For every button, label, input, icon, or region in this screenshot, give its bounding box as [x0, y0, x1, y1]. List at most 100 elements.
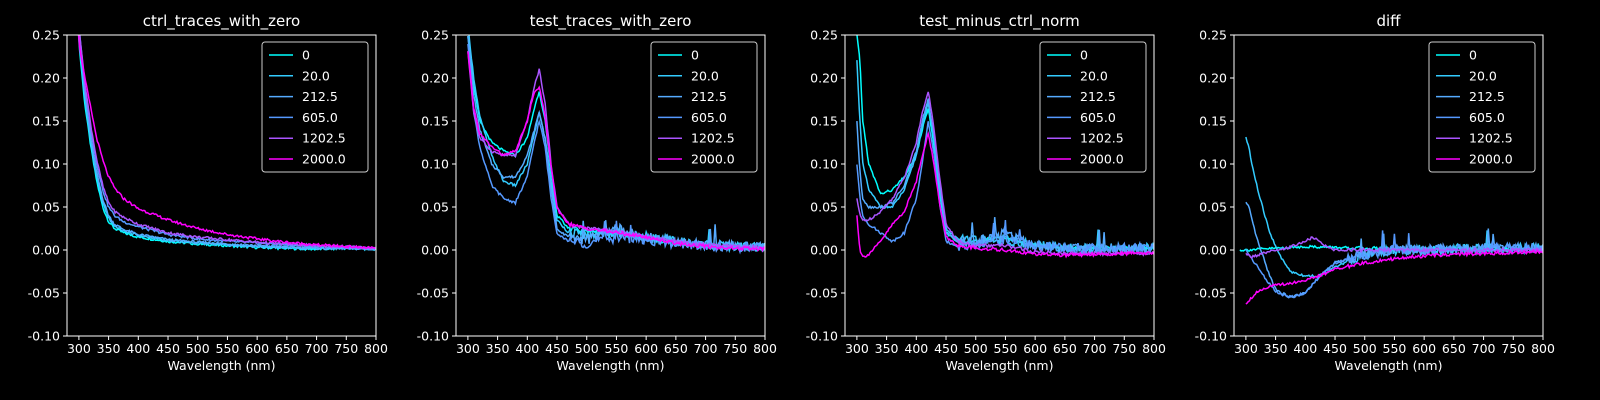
legend-label: 2000.0: [691, 152, 735, 167]
x-axis-label: Wavelength (nm): [946, 358, 1054, 373]
y-tick-label: 0.10: [1199, 157, 1227, 172]
y-tick-label: 0.15: [421, 114, 449, 129]
y-tick-label: -0.05: [806, 286, 838, 301]
legend-label: 2000.0: [302, 152, 346, 167]
series-group: [77, 35, 376, 252]
legend-label: 20.0: [1469, 68, 1497, 83]
x-tick-label: 650: [275, 341, 299, 356]
legend-label: 1202.5: [691, 131, 735, 146]
y-tick-label: 0.25: [1199, 28, 1227, 43]
x-tick-label: 800: [364, 341, 388, 356]
series-line-605.0: [856, 121, 1154, 257]
legend-label: 212.5: [1080, 89, 1116, 104]
x-tick-label: 500: [964, 341, 988, 356]
legend-label: 0: [691, 48, 699, 63]
y-tick-label: -0.10: [806, 329, 838, 344]
x-tick-label: 800: [1142, 341, 1166, 356]
legend-box: [1039, 41, 1147, 173]
legend-label: 605.0: [1469, 110, 1505, 125]
legend-label: 1202.5: [1469, 131, 1513, 146]
legend-label: 0: [302, 48, 310, 63]
x-axis-label: Wavelength (nm): [1335, 358, 1443, 373]
x-tick-label: 450: [156, 341, 180, 356]
y-tick-label: 0.15: [32, 114, 60, 129]
chart-panel-1: 300 350 400 450 500 550 600 650 700 750 800 -0.10 -0…: [28, 12, 388, 373]
x-tick-label: 400: [1293, 341, 1317, 356]
chart-title: test_minus_ctrl_norm: [919, 12, 1080, 31]
series-line-2000.0: [467, 51, 765, 253]
y-tick-label: 0.00: [421, 243, 449, 258]
chart-title: test_traces_with_zero: [530, 12, 692, 31]
y-tick-label: 0.25: [810, 28, 838, 43]
x-tick-label: 500: [1353, 341, 1377, 356]
series-line-212.5: [1245, 201, 1543, 299]
x-tick-label: 350: [1264, 341, 1288, 356]
plot-frame: [455, 34, 766, 337]
x-tick-label: 600: [1412, 341, 1436, 356]
series-group: [856, 35, 1154, 259]
legend-box: [650, 41, 758, 173]
x-tick-label: 350: [97, 341, 121, 356]
y-tick-label: -0.05: [28, 286, 60, 301]
plot-frame: [66, 34, 377, 337]
y-tick-label: 0.20: [810, 71, 838, 86]
x-tick-label: 750: [1112, 341, 1136, 356]
legend-label: 605.0: [302, 110, 338, 125]
y-tick-label: 0.05: [1199, 200, 1227, 215]
chart-panel-2: 300 350 400 450 500 550 600 650 700 750 800 -0.10 -0…: [417, 12, 777, 373]
x-tick-label: 400: [904, 341, 928, 356]
y-tick-label: 0.05: [32, 200, 60, 215]
legend-label: 0: [1469, 48, 1477, 63]
y-tick-label: 0.20: [32, 71, 60, 86]
series-line-605.0: [467, 43, 765, 255]
x-tick-label: 800: [753, 341, 777, 356]
x-tick-label: 700: [305, 341, 329, 356]
legend-label: 605.0: [1080, 110, 1116, 125]
legend-label: 212.5: [302, 89, 338, 104]
x-tick-label: 550: [216, 341, 240, 356]
legend-label: 1202.5: [302, 131, 346, 146]
chart-title: ctrl_traces_with_zero: [143, 12, 300, 31]
x-tick-label: 450: [934, 341, 958, 356]
x-tick-label: 600: [634, 341, 658, 356]
chart-panel-4: 300 350 400 450 500 550 600 650 700 750 800 -0.10 -0…: [1195, 12, 1555, 373]
series-line-605.0: [1245, 230, 1543, 299]
x-tick-label: 500: [186, 341, 210, 356]
x-tick-label: 300: [845, 341, 869, 356]
y-tick-label: -0.10: [417, 329, 449, 344]
x-tick-label: 700: [1472, 341, 1496, 356]
x-tick-label: 700: [1083, 341, 1107, 356]
x-tick-label: 450: [1323, 341, 1347, 356]
series-line-1202.5: [1245, 236, 1543, 259]
x-tick-label: 650: [1442, 341, 1466, 356]
legend-label: 605.0: [691, 110, 727, 125]
x-tick-label: 550: [994, 341, 1018, 356]
legend-label: 1202.5: [1080, 131, 1124, 146]
x-tick-label: 750: [1501, 341, 1525, 356]
plot-frame: [844, 34, 1155, 337]
y-tick-label: 0.00: [32, 243, 60, 258]
series-group: [467, 35, 765, 255]
series-line-1202.5: [78, 35, 376, 250]
x-tick-label: 650: [664, 341, 688, 356]
series-group: [1239, 136, 1543, 305]
y-tick-label: -0.10: [1195, 329, 1227, 344]
legend-label: 212.5: [1469, 89, 1505, 104]
legend-label: 212.5: [691, 89, 727, 104]
x-tick-label: 300: [67, 341, 91, 356]
y-tick-label: 0.05: [421, 200, 449, 215]
y-tick-label: 0.15: [1199, 114, 1227, 129]
y-tick-label: 0.05: [810, 200, 838, 215]
legend-box: [261, 41, 369, 173]
x-tick-label: 550: [605, 341, 629, 356]
y-tick-label: 0.25: [421, 28, 449, 43]
plot-frame: [1233, 34, 1544, 337]
x-tick-label: 300: [456, 341, 480, 356]
x-tick-label: 650: [1053, 341, 1077, 356]
series-line-1202.5: [856, 91, 1154, 257]
y-tick-label: 0.15: [810, 114, 838, 129]
x-tick-label: 400: [515, 341, 539, 356]
series-line-2000.0: [856, 130, 1154, 259]
legend-label: 20.0: [691, 68, 719, 83]
